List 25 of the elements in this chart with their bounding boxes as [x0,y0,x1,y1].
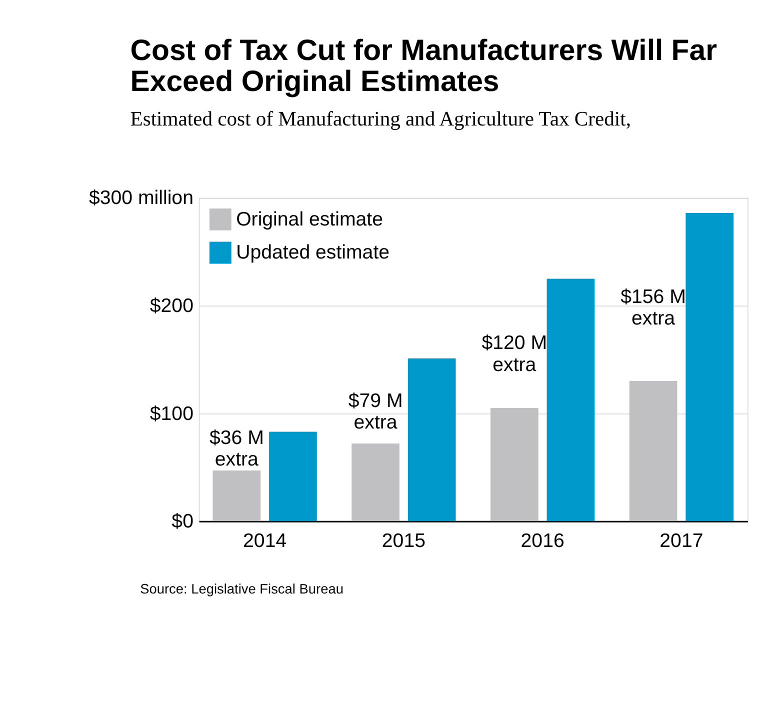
bar [686,212,734,522]
x-tick-label: 2017 [660,530,704,552]
annotation: $36 M extra [209,427,264,471]
x-tick-label: 2016 [520,530,564,552]
bar [490,408,538,522]
bar [408,358,456,522]
bar [212,470,261,522]
y-tick-label: $0 [172,510,194,533]
bar [546,278,595,522]
annotation: $120 M extra [482,332,548,376]
y-tick-label: $100 [150,402,194,425]
legend-label: Original estimate [236,208,384,230]
bar [269,432,317,522]
y-tick-label: $200 [150,295,194,317]
source-note: Source: Legislative Fiscal Bureau [140,582,344,597]
annotation: $156 M extra [620,286,686,330]
y-tick-label: $300 million [88,187,194,210]
x-tick-label: 2015 [382,530,426,552]
bar [629,381,678,522]
bar [352,444,400,522]
chart-subtitle: Estimated cost of Manufacturing and Agriculture Tax Credit, [130,108,631,130]
chart-title: Cost of Tax Cut for Manufacturers Will Far Exceed Original Estimates [130,34,718,98]
annotation: $79 M extra [348,390,403,434]
legend-label: Updated estimate [236,242,390,264]
x-tick-label: 2014 [243,530,287,552]
